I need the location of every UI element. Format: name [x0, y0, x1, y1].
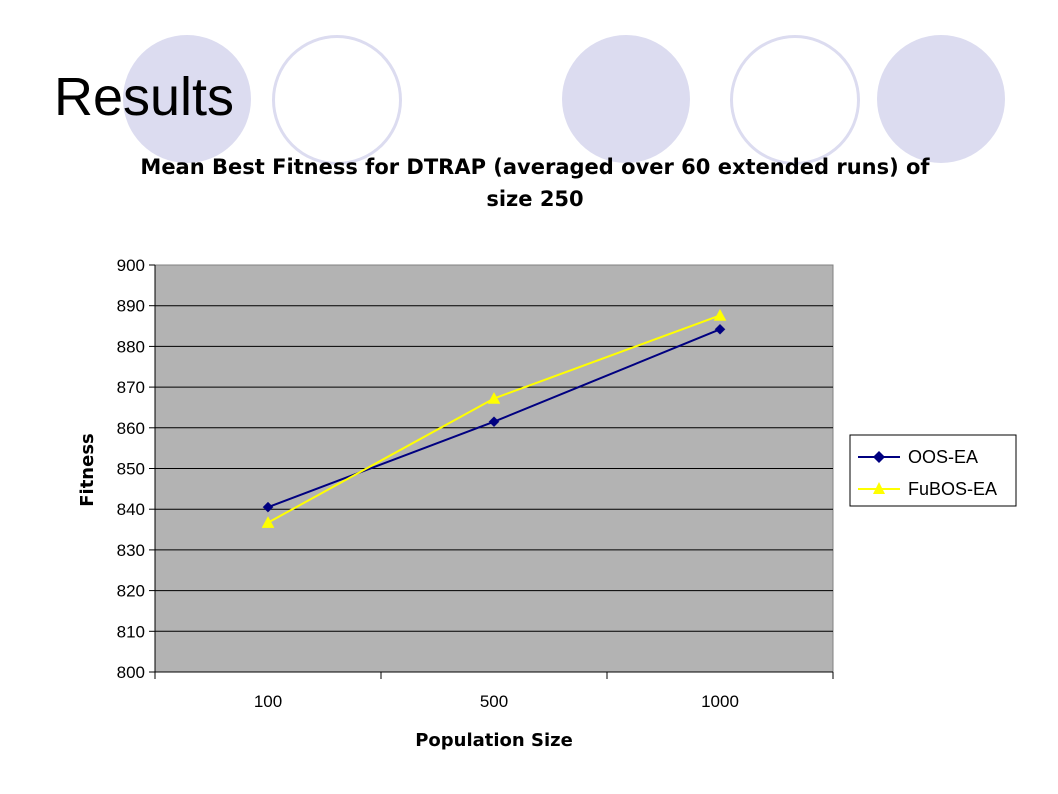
x-axis-title: Population Size — [415, 730, 573, 751]
data-point-fubos-ea — [261, 516, 275, 528]
y-tick-label: 870 — [117, 378, 145, 397]
y-tick-label: 890 — [117, 297, 145, 316]
y-axis-title: Fitness — [77, 433, 98, 507]
legend-marker-fubos-ea — [873, 482, 885, 494]
y-tick-label: 850 — [117, 460, 145, 479]
y-tick-label: 880 — [117, 337, 145, 356]
decor-circle-5 — [877, 35, 1005, 163]
decor-circle-4 — [730, 35, 860, 165]
y-tick-label: 860 — [117, 419, 145, 438]
data-point-oos-ea — [262, 501, 274, 513]
legend-label-oos-ea: OOS-EA — [908, 447, 978, 467]
data-point-oos-ea — [714, 323, 726, 335]
x-tick-label: 100 — [254, 692, 282, 711]
legend-box — [849, 434, 1017, 507]
series — [261, 308, 727, 528]
y-tick-label: 800 — [117, 663, 145, 682]
slide-title: Results — [54, 67, 235, 127]
grid-lines — [155, 305, 833, 632]
y-tick-label: 810 — [117, 622, 145, 641]
chart-title-line-1: Mean Best Fitness for DTRAP (averaged ov… — [140, 155, 930, 179]
legend: OOS-EA FuBOS-EA — [849, 434, 1017, 507]
decor-circle-3 — [562, 35, 690, 163]
data-point-oos-ea — [488, 416, 500, 428]
axes: 800 810 820 830 840 850 860 870 880 890 900 100 500 1… — [117, 256, 834, 711]
y-tick-label: 900 — [117, 256, 145, 275]
x-tick-label: 1000 — [701, 692, 739, 711]
legend-label-fubos-ea: FuBOS-EA — [908, 479, 997, 499]
y-tick-label: 840 — [117, 500, 145, 519]
x-tick-label: 500 — [480, 692, 508, 711]
y-tick-label: 820 — [117, 582, 145, 601]
legend-marker-oos-ea — [873, 451, 885, 463]
data-point-fubos-ea — [713, 308, 727, 321]
decor-circle-1 — [123, 35, 251, 163]
decor-circle-2 — [272, 35, 402, 165]
data-point-fubos-ea — [487, 391, 501, 404]
chart-title-line-2: size 250 — [486, 187, 583, 211]
y-tick-label: 830 — [117, 541, 145, 560]
